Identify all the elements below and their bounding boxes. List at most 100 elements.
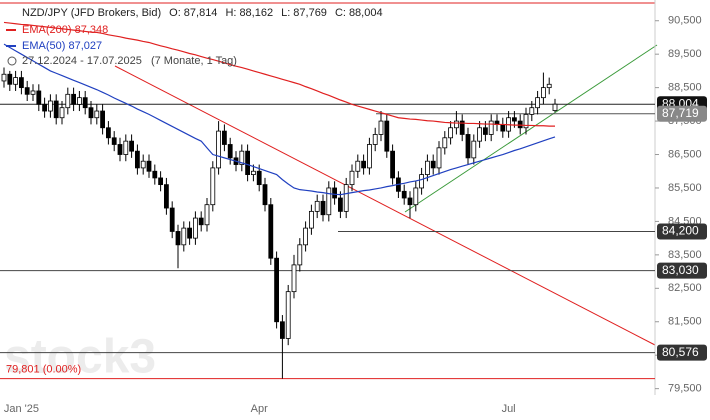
y-tick-label: 85,500 bbox=[668, 182, 702, 194]
candle-body bbox=[30, 90, 36, 95]
candle-body bbox=[459, 120, 465, 135]
candle-body bbox=[448, 127, 454, 139]
candle-body bbox=[488, 120, 494, 135]
legend-name: EMA(50) bbox=[22, 40, 65, 52]
candle-body bbox=[517, 120, 523, 129]
candle-body bbox=[297, 244, 303, 266]
candle-body bbox=[436, 147, 442, 169]
candle-body bbox=[308, 210, 314, 229]
header: NZD/JPY (JFD Brokers, Bid) O: 87,814 H: 88,1… bbox=[22, 7, 383, 19]
candle-body bbox=[442, 137, 448, 149]
candle-body bbox=[152, 170, 158, 179]
level-label: 80,576 bbox=[662, 345, 699, 359]
level-badge bbox=[657, 262, 707, 279]
ohlc-value: 88,004 bbox=[349, 7, 383, 19]
candle-body bbox=[320, 200, 326, 216]
y-tick-label: 82,500 bbox=[668, 282, 702, 294]
candle-body bbox=[355, 160, 361, 172]
candle-body bbox=[106, 127, 111, 139]
candle-body bbox=[274, 257, 280, 323]
candle-body bbox=[430, 160, 436, 169]
level-badge bbox=[657, 344, 707, 361]
candle-body bbox=[94, 110, 100, 119]
candle-body bbox=[361, 160, 367, 169]
level-badge bbox=[657, 105, 707, 122]
y-tick-label: 88,500 bbox=[668, 82, 702, 94]
candle-body bbox=[82, 97, 88, 109]
candle-body bbox=[158, 177, 164, 186]
candle-body bbox=[337, 197, 343, 212]
candle-body bbox=[227, 144, 233, 159]
y-tick-label: 83,500 bbox=[668, 249, 702, 261]
candle-body bbox=[210, 167, 216, 206]
x-tick-label: Apr bbox=[251, 403, 268, 415]
candle-body bbox=[192, 217, 198, 239]
candle-body bbox=[187, 227, 193, 239]
candle-body bbox=[343, 184, 349, 212]
candle-body bbox=[7, 73, 13, 85]
candle-body bbox=[372, 134, 378, 145]
candle-body bbox=[100, 110, 105, 129]
candle-body bbox=[134, 150, 140, 169]
ohlc-value: 87,814 bbox=[184, 7, 218, 19]
watermark: stock3 bbox=[4, 331, 156, 384]
candle-body bbox=[529, 107, 535, 115]
candle-body bbox=[181, 227, 187, 246]
candle-body bbox=[140, 160, 146, 169]
candle-body bbox=[384, 120, 390, 152]
candle-body bbox=[42, 103, 47, 112]
y-tick-label: 86,500 bbox=[668, 148, 702, 160]
legend-entry: EMA(50) 87,027 bbox=[22, 40, 102, 52]
candle-body bbox=[221, 130, 227, 145]
ohlc-value: 87,769 bbox=[293, 7, 327, 19]
candle-body bbox=[349, 170, 355, 186]
candle-body bbox=[111, 137, 117, 145]
candle-body bbox=[175, 231, 181, 246]
candle-body bbox=[198, 217, 204, 226]
candle-body bbox=[77, 97, 82, 105]
candle-body bbox=[88, 107, 94, 119]
candle-body bbox=[546, 83, 552, 89]
candle-body bbox=[18, 77, 24, 89]
candle-body bbox=[36, 90, 42, 105]
candle-body bbox=[332, 187, 338, 199]
ohlc-key: O: bbox=[169, 7, 181, 19]
candle-body bbox=[65, 93, 71, 109]
candle-body bbox=[129, 140, 135, 152]
legend-name: EMA(200) bbox=[22, 24, 72, 36]
date-range: 27.12.2024 - 17.07.2025 (7 Monate, 1 Tag… bbox=[22, 55, 237, 67]
candle-body bbox=[465, 134, 471, 159]
candle-body bbox=[413, 187, 419, 206]
candle-body bbox=[366, 144, 372, 169]
date-range-note: (7 Monate, 1 Tag) bbox=[151, 55, 237, 67]
legend-value: 87,027 bbox=[68, 40, 102, 52]
candle-body bbox=[401, 190, 407, 199]
candle-body bbox=[500, 124, 506, 132]
candle-body bbox=[146, 160, 152, 172]
ohlc-value: 88,162 bbox=[239, 7, 273, 19]
ohlc-key: L: bbox=[281, 7, 290, 19]
y-tick-label: 79,500 bbox=[668, 383, 702, 395]
candle-body bbox=[424, 160, 430, 175]
candle-body bbox=[262, 184, 268, 206]
candle-body bbox=[552, 103, 558, 111]
level-label: 83,030 bbox=[662, 263, 699, 277]
ohlc-key: C: bbox=[335, 7, 346, 19]
plot: 79,50080,50081,50082,50083,50084,50085,5… bbox=[0, 15, 702, 415]
candle-body bbox=[216, 130, 222, 169]
candle-body bbox=[390, 150, 396, 179]
x-tick-label: Jul bbox=[502, 403, 516, 415]
candle-body bbox=[239, 150, 245, 165]
candle-body bbox=[117, 144, 123, 155]
candle-body bbox=[48, 100, 53, 112]
level-label: 79,801 (0.00%) bbox=[6, 363, 81, 375]
date-range-text: 27.12.2024 - 17.07.2025 bbox=[22, 55, 142, 67]
candle-body bbox=[71, 93, 76, 105]
symbol: NZD/JPY (JFD Brokers, Bid) bbox=[22, 7, 161, 19]
candle-body bbox=[471, 140, 477, 159]
downtrend-line bbox=[114, 65, 656, 346]
candle-body bbox=[256, 170, 262, 186]
y-tick-label: 81,500 bbox=[668, 316, 702, 328]
legend-value: 87,348 bbox=[75, 24, 109, 36]
